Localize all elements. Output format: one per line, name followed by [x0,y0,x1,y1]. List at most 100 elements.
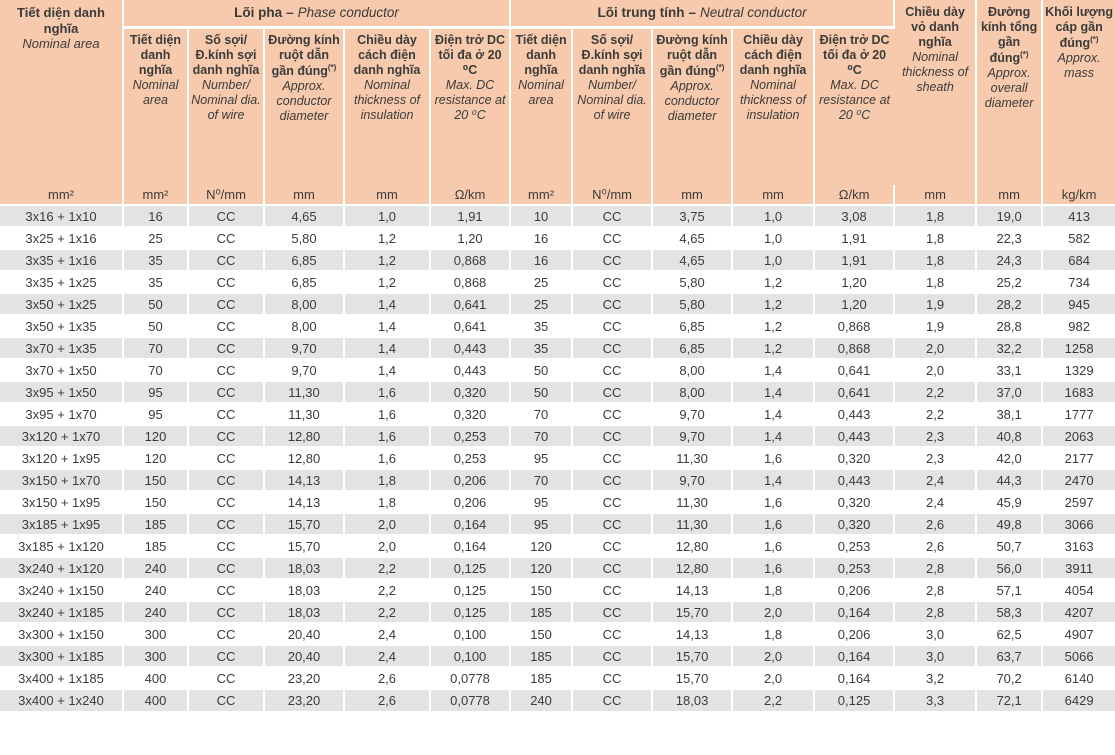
cell: 6,85 [264,249,345,272]
group-header-phase-conductor: Lõi pha – Phase conductor [123,0,512,29]
table-row: 3x120 + 1x70 120 CC 12,80 1,6 0,253 70 CC 9,70 1,… [0,425,1115,448]
cell: 70 [123,359,189,382]
cell: 4054 [1042,579,1115,602]
unit-cell: mm² [0,185,124,206]
column-header-neutral-insulation-thickness: Chiều dày cách điện danh nghĩa Nominal t… [732,27,816,185]
cell: CC [188,579,265,602]
cell: 0,443 [430,337,512,360]
cell: 2,4 [894,469,978,492]
cell: 58,3 [976,601,1044,624]
cell: 72,1 [976,689,1044,711]
cell: CC [188,403,265,426]
cell: 1,91 [430,205,512,228]
cell: 16 [510,227,574,250]
cell: 3x240 + 1x185 [0,601,124,624]
cell: 1,8 [344,491,431,514]
header-vi-label: Tiết diện danh nghĩa [129,32,182,77]
cell: 1777 [1042,403,1115,426]
cell: CC [572,535,654,558]
cell: 1,0 [732,227,816,250]
cell: 0,641 [814,359,896,382]
cell: 50 [510,359,574,382]
cell: 95 [510,447,574,470]
cell: 1,2 [344,227,431,250]
cell: 42,0 [976,447,1044,470]
cell: 70 [510,403,574,426]
cell: 1,4 [732,425,816,448]
header-en-label: Nominal area [132,77,179,107]
cell: 2,0 [894,359,978,382]
cell: 0,253 [814,557,896,580]
header-vi-label: Chiều dày vỏ danh nghĩa [905,5,965,49]
header-en-label: Nominal thickness of sheath [902,50,969,94]
cell: 2,2 [344,557,431,580]
cell: 18,03 [264,579,345,602]
cell: CC [188,293,265,316]
cell: 0,868 [430,249,512,272]
table-row: 3x70 + 1x50 70 CC 9,70 1,4 0,443 50 CC 8,00 1,4 0,… [0,359,1115,382]
cell: CC [572,623,654,646]
cell: 982 [1042,315,1115,338]
cell: 1,0 [344,205,431,228]
cell: 3x120 + 1x70 [0,425,124,448]
cell: CC [572,667,654,690]
cell: CC [572,447,654,470]
table-row: 3x400 + 1x185 400 CC 23,20 2,6 0,0778 185 CC 15,… [0,667,1115,690]
cell: 2,8 [894,579,978,602]
cell: 150 [123,491,189,514]
cell: 1,4 [344,359,431,382]
cell: 56,0 [976,557,1044,580]
group-en-label: Phase conductor [297,5,399,21]
cell: 33,1 [976,359,1044,382]
column-header-neutral-conductor-diameter: Đường kính ruột dẫn gần đúng(*) Approx. … [652,27,734,185]
cell: 240 [510,689,574,711]
table-row: 3x150 + 1x95 150 CC 14,13 1,8 0,206 95 CC 11,30 1… [0,491,1115,514]
cell: 1,2 [344,271,431,294]
cell: 3x70 + 1x35 [0,337,124,360]
cell: 0,868 [814,337,896,360]
cell: CC [572,579,654,602]
cell: 11,30 [652,491,734,514]
cell: 0,320 [814,513,896,536]
cell: 3163 [1042,535,1115,558]
cell: 240 [123,557,189,580]
cell: 1329 [1042,359,1115,382]
cell: CC [572,249,654,272]
cell: 1,0 [732,205,816,228]
cell: 0,164 [430,513,512,536]
table-row: 3x70 + 1x35 70 CC 9,70 1,4 0,443 35 CC 6,85 1,2 0,… [0,337,1115,360]
cell: 2,6 [894,535,978,558]
cell: 9,70 [652,469,734,492]
cell: 4207 [1042,601,1115,624]
cell: 9,70 [652,403,734,426]
cell: 1,91 [814,249,896,272]
cell: 400 [123,667,189,690]
unit-cell: mm² [123,185,189,206]
cell: 120 [510,557,574,580]
table-row: 3x150 + 1x70 150 CC 14,13 1,8 0,206 70 CC 9,70 1,… [0,469,1115,492]
cell: CC [188,359,265,382]
table-row: 3x120 + 1x95 120 CC 12,80 1,6 0,253 95 CC 11,30 1… [0,447,1115,470]
cell: 3,0 [894,645,978,668]
header-en-label: Approx. overall diameter [984,66,1034,111]
unit-cell: mm² [510,185,574,206]
cell: 240 [123,579,189,602]
cell: 0,125 [430,601,512,624]
cell: 120 [510,535,574,558]
cell: 15,70 [652,601,734,624]
cell: CC [188,491,265,514]
table-row: 3x95 + 1x50 95 CC 11,30 1,6 0,320 50 CC 8,00 1,4 0… [0,381,1115,404]
column-header-phase-conductor-diameter: Đường kính ruột dẫn gần đúng(*) Approx. … [264,27,345,185]
cell: 28,8 [976,315,1044,338]
cell: 684 [1042,249,1115,272]
cell: 2,0 [732,601,816,624]
cell: 1258 [1042,337,1115,360]
column-header-sheath-thickness: Chiều dày vỏ danh nghĩa Nominal thicknes… [894,0,978,185]
cell: CC [572,513,654,536]
header-vi-label: Tiết diện danh nghĩa [515,32,567,77]
footnote-marker: (*) [715,62,725,72]
group-separator: – [286,5,294,21]
cell: 2,0 [894,337,978,360]
header-en-label: Max. DC resistance at 20 ⁰C [819,77,890,122]
cell: 35 [510,315,574,338]
